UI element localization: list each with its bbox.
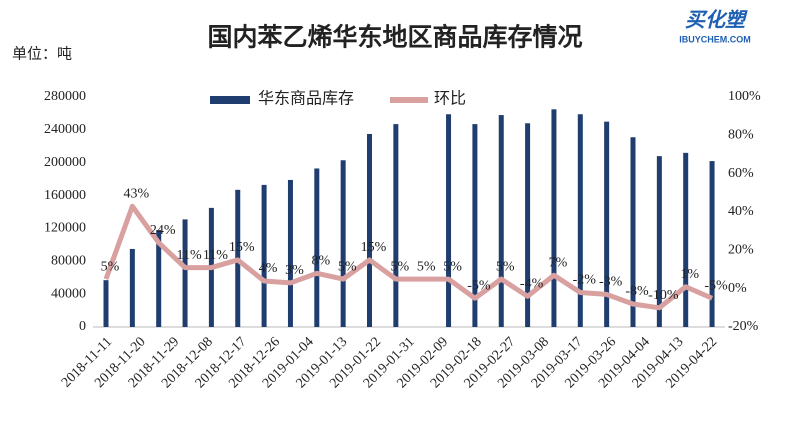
data-label: 5% (391, 259, 410, 274)
data-label: 5% (338, 259, 357, 274)
bar (656, 156, 662, 327)
bar (551, 109, 557, 327)
data-label: 5% (417, 259, 436, 274)
data-label: -8% (625, 284, 649, 299)
logo: 买化塑 (685, 9, 748, 32)
y-tick-label: 160000 (44, 188, 86, 203)
data-label: 15% (229, 240, 255, 255)
logo-sub: IBUYCHEM.COM (679, 34, 751, 44)
y-tick-label: 240000 (44, 122, 86, 137)
bar (709, 161, 715, 327)
bar (287, 179, 293, 327)
bar (525, 123, 531, 328)
y2-tick-label: 20% (728, 243, 754, 258)
data-label: 11% (176, 248, 201, 263)
data-label: 43% (124, 186, 150, 201)
bar (129, 248, 135, 327)
data-label: 11% (203, 248, 228, 263)
legend-label: 环比 (434, 90, 466, 108)
y2-tick-label: -20% (728, 319, 759, 334)
unit-label: 单位：吨 (12, 45, 72, 62)
y-tick-label: 40000 (51, 286, 86, 301)
bar (156, 230, 162, 327)
y-tick-label: 0 (79, 319, 86, 334)
bar (314, 168, 320, 327)
bar (498, 115, 504, 327)
bar (577, 114, 583, 327)
data-label: -10% (648, 288, 679, 303)
y2-tick-label: 100% (728, 89, 761, 104)
bar (472, 124, 478, 327)
legend-label: 华东商品库存 (258, 90, 354, 108)
bar (182, 219, 188, 327)
chart-title: 国内苯乙烯华东地区商品库存情况 (207, 23, 582, 52)
bar (103, 280, 109, 327)
bar (367, 133, 372, 327)
data-label: -5% (704, 278, 728, 293)
data-label: 24% (150, 223, 176, 238)
y-tick-label: 120000 (44, 221, 86, 236)
data-label: -2% (573, 273, 597, 288)
y2-tick-label: 0% (728, 281, 747, 296)
data-label: 5% (496, 259, 515, 274)
bar (683, 152, 689, 327)
data-label: 5% (443, 259, 462, 274)
y2-tick-label: 40% (728, 204, 754, 219)
y-tick-label: 200000 (44, 155, 86, 170)
data-label: 8% (311, 254, 330, 269)
data-label: -5% (467, 278, 491, 293)
bar (261, 184, 267, 327)
data-label: 7% (549, 255, 568, 270)
data-label: 3% (285, 263, 304, 278)
y-tick-label: 280000 (44, 89, 86, 104)
y2-tick-label: 80% (728, 128, 754, 143)
data-label: 1% (680, 267, 699, 282)
y2-tick-label: 60% (728, 166, 754, 181)
data-label: 15% (361, 240, 387, 255)
legend-swatch (210, 96, 250, 104)
data-label: 5% (101, 259, 120, 274)
bar (630, 137, 636, 327)
bar (604, 121, 610, 328)
data-label: -4% (520, 277, 544, 292)
bar (446, 114, 452, 327)
y-tick-label: 80000 (51, 254, 86, 269)
bar (340, 160, 346, 327)
data-label: -3% (599, 275, 623, 290)
line (103, 203, 714, 311)
data-label: 4% (259, 261, 278, 276)
bar (393, 124, 399, 327)
